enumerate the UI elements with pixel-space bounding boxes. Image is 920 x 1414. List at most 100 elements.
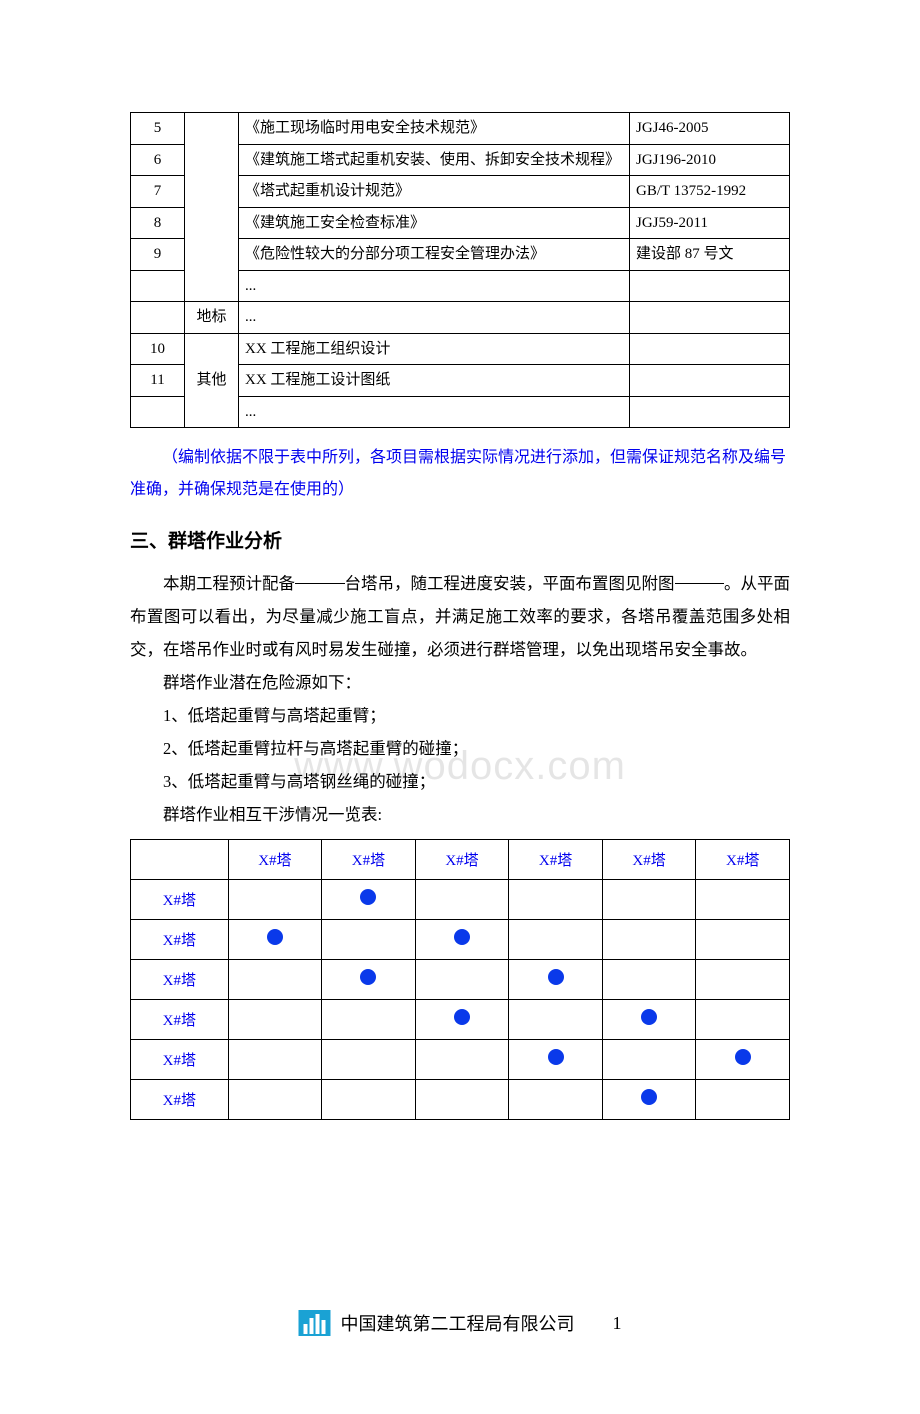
standard-title: ... (239, 302, 630, 334)
row-index (131, 302, 185, 334)
matrix-cell (228, 1040, 322, 1080)
matrix-cell (509, 920, 603, 960)
matrix-row-header: X#塔 (131, 880, 229, 920)
matrix-cell (696, 960, 790, 1000)
para-pre: 本期工程预计配备 (163, 574, 295, 593)
interference-dot (454, 1009, 470, 1025)
matrix-col-header: X#塔 (228, 840, 322, 880)
matrix-cell (602, 1000, 696, 1040)
matrix-cell (602, 880, 696, 920)
standard-code: JGJ59-2011 (630, 207, 790, 239)
company-logo (299, 1310, 331, 1336)
matrix-cell (415, 960, 509, 1000)
matrix-cell (509, 960, 603, 1000)
hazard-item: 1、低塔起重臂与高塔起重臂； (130, 699, 790, 732)
standard-title: 《施工现场临时用电安全技术规范》 (239, 113, 630, 145)
standard-title: 《建筑施工塔式起重机安装、使用、拆卸安全技术规程》 (239, 144, 630, 176)
matrix-cell (228, 880, 322, 920)
matrix-cell (228, 960, 322, 1000)
matrix-cell (696, 1080, 790, 1120)
standard-code: 建设部 87 号文 (630, 239, 790, 271)
page-number: 1 (613, 1313, 622, 1334)
matrix-row-header: X#塔 (131, 960, 229, 1000)
matrix-cell (602, 960, 696, 1000)
interference-matrix: X#塔X#塔X#塔X#塔X#塔X#塔 X#塔X#塔X#塔X#塔X#塔X#塔 (130, 839, 790, 1120)
matrix-cell (322, 960, 416, 1000)
table-row: 地标... (131, 302, 790, 334)
interference-dot (360, 969, 376, 985)
matrix-cell (322, 1000, 416, 1040)
standards-table: 5 《施工现场临时用电安全技术规范》JGJ46-2005 6 《建筑施工塔式起重机安装… (130, 112, 790, 428)
category-cell: 其他 (185, 333, 239, 428)
row-index: 9 (131, 239, 185, 271)
interference-dot (267, 929, 283, 945)
standard-title: ... (239, 270, 630, 302)
interference-dot (360, 889, 376, 905)
matrix-cell (509, 1080, 603, 1120)
standard-code (630, 333, 790, 365)
row-index: 8 (131, 207, 185, 239)
matrix-cell (415, 1040, 509, 1080)
row-index: 7 (131, 176, 185, 208)
blank-figure (675, 567, 725, 584)
matrix-col-header: X#塔 (415, 840, 509, 880)
matrix-row-header: X#塔 (131, 1040, 229, 1080)
interference-title: 群塔作业相互干涉情况一览表: (130, 798, 790, 831)
matrix-col-header: X#塔 (602, 840, 696, 880)
category-cell: 地标 (185, 302, 239, 334)
matrix-row: X#塔 (131, 920, 790, 960)
blank-count (295, 567, 345, 584)
standard-code (630, 365, 790, 397)
matrix-cell (696, 1000, 790, 1040)
table-row: 5 《施工现场临时用电安全技术规范》JGJ46-2005 (131, 113, 790, 145)
matrix-cell (509, 880, 603, 920)
matrix-cell (322, 1080, 416, 1120)
matrix-cell (322, 1040, 416, 1080)
matrix-cell (322, 880, 416, 920)
para-mid1: 台塔吊，随工程进度安装，平面布置图见附图 (345, 574, 675, 593)
matrix-row: X#塔 (131, 880, 790, 920)
standard-title: 《塔式起重机设计规范》 (239, 176, 630, 208)
standard-code: JGJ196-2010 (630, 144, 790, 176)
matrix-cell (696, 920, 790, 960)
matrix-row: X#塔 (131, 1080, 790, 1120)
matrix-cell (602, 1080, 696, 1120)
matrix-cell (415, 1000, 509, 1040)
row-index (131, 396, 185, 428)
editor-note: （编制依据不限于表中所列，各项目需根据实际情况进行添加，但需保证规范名称及编号准… (130, 442, 790, 506)
standard-title: XX 工程施工组织设计 (239, 333, 630, 365)
standard-code: JGJ46-2005 (630, 113, 790, 145)
matrix-cell (228, 920, 322, 960)
matrix-cell (696, 1040, 790, 1080)
matrix-cell (228, 1000, 322, 1040)
analysis-paragraph: 本期工程预计配备 台塔吊，随工程进度安装，平面布置图见附图 。从平面布置图可以看… (130, 567, 790, 666)
interference-dot (735, 1049, 751, 1065)
matrix-col-header: X#塔 (322, 840, 416, 880)
standard-code: GB/T 13752-1992 (630, 176, 790, 208)
matrix-cell (415, 920, 509, 960)
interference-dot (548, 1049, 564, 1065)
section-heading: 三、群塔作业分析 (130, 526, 790, 553)
row-index: 10 (131, 333, 185, 365)
row-index: 11 (131, 365, 185, 397)
matrix-cell (602, 1040, 696, 1080)
matrix-cell (509, 1000, 603, 1040)
matrix-col-header: X#塔 (509, 840, 603, 880)
row-index: 5 (131, 113, 185, 145)
matrix-row-header: X#塔 (131, 1080, 229, 1120)
page-footer: 中国建筑第二工程局有限公司 1 (299, 1310, 622, 1336)
matrix-col-header: X#塔 (696, 840, 790, 880)
standard-title: ... (239, 396, 630, 428)
row-index (131, 270, 185, 302)
row-index: 6 (131, 144, 185, 176)
company-name: 中国建筑第二工程局有限公司 (341, 1310, 575, 1336)
interference-dot (641, 1089, 657, 1105)
matrix-corner (131, 840, 229, 880)
matrix-cell (602, 920, 696, 960)
table-row: 10其他XX 工程施工组织设计 (131, 333, 790, 365)
matrix-cell (415, 880, 509, 920)
interference-dot (454, 929, 470, 945)
standard-code (630, 270, 790, 302)
matrix-cell (415, 1080, 509, 1120)
matrix-cell (322, 920, 416, 960)
